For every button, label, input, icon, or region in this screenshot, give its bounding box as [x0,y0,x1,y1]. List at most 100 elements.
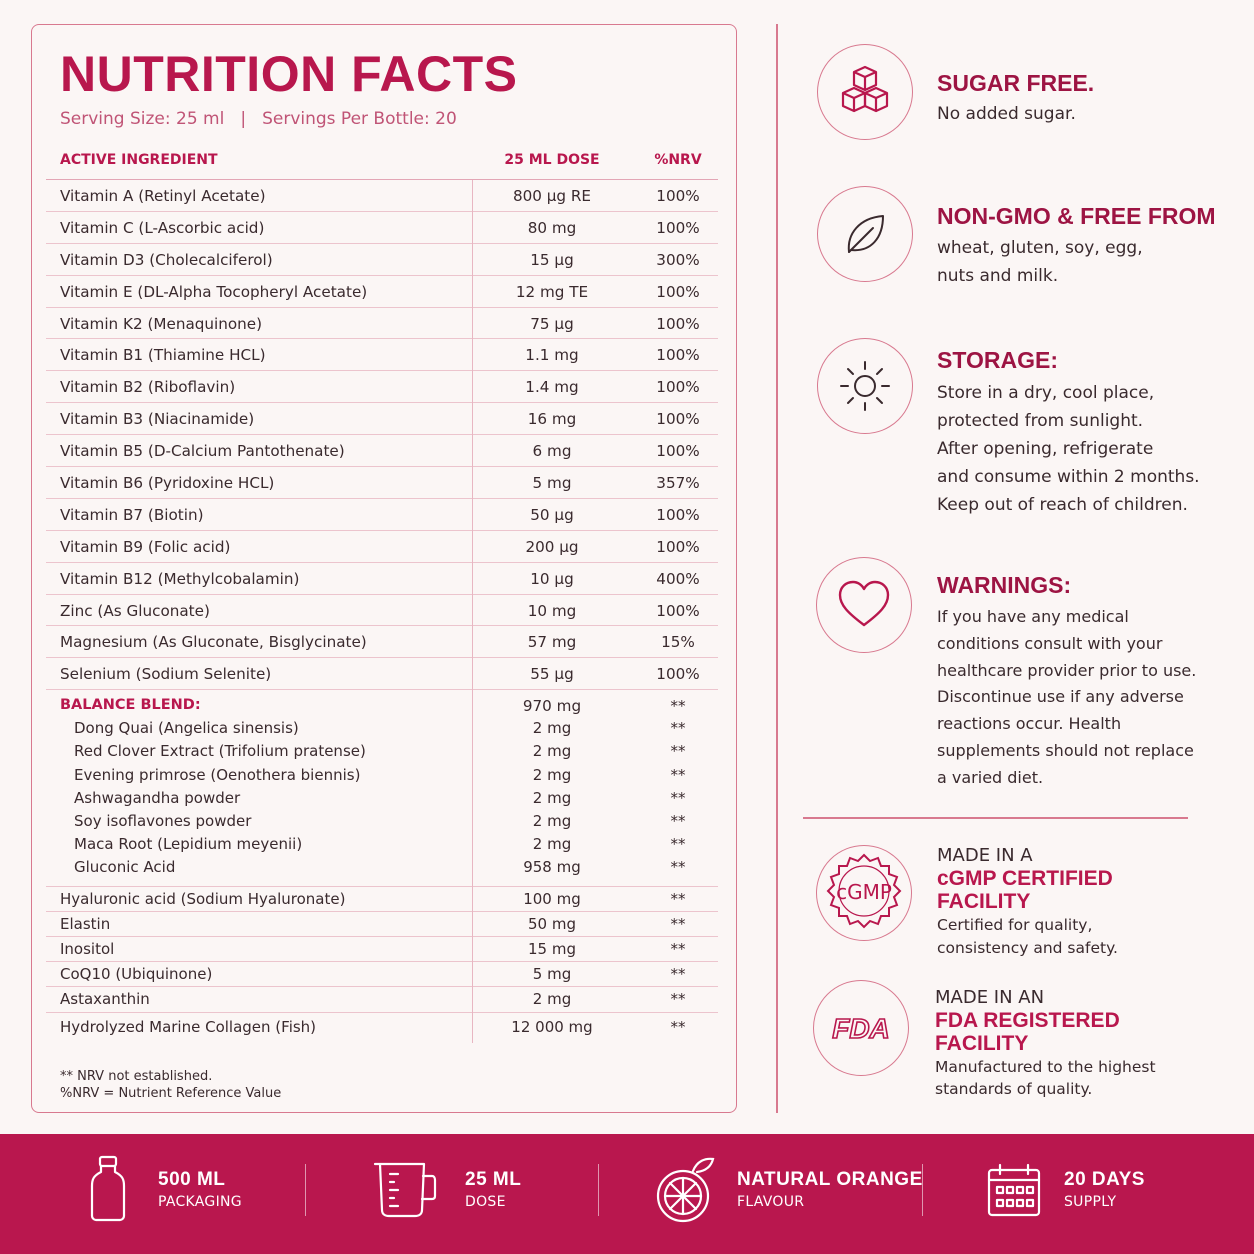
table-row: Hyaluronic acid (Sodium Hyaluronate) 100 … [46,887,718,912]
ingredient-nrv: ** [670,788,686,807]
ingredient-name: Vitamin B6 (Pyridoxine HCL) [60,474,275,493]
ingredient-nrv: 100% [656,282,700,301]
ingredient-name: Hydrolyzed Marine Collagen (Fish) [60,1017,317,1036]
ingredient-nrv: ** [670,1017,686,1036]
storage-text: Store in a dry, cool place, protected fr… [937,379,1200,519]
ingredient-nrv: ** [670,765,686,784]
fda-title-line-2: FACILITY [935,1032,1029,1055]
ingredient-dose: 958 mg [523,858,581,877]
ingredient-name: Vitamin B7 (Biotin) [60,505,204,524]
warnings-line-6: supplements should not replace [937,740,1194,760]
blend-item-row: Maca Root (Lepidium meyenii) 2 mg ** [46,832,718,855]
gmp-title-line-2: FACILITY [937,890,1031,913]
ingredient-dose: 2 mg [532,742,572,761]
ingredient-nrv: 300% [656,250,700,269]
ingredient-nrv: 100% [656,314,700,333]
ingredient-name: Dong Quai (Angelica sinensis) [74,719,299,738]
ingredient-nrv: 357% [656,474,700,493]
ingredient-nrv: 100% [656,601,700,620]
footnote-nrv-not-established: ** NRV not established. [60,1069,213,1084]
dose-title: 25 ML [465,1169,522,1190]
blend-item-row: Evening primrose (Oenothera biennis) 2 mg… [46,763,718,786]
ingredient-nrv: 100% [656,218,700,237]
heart-icon [816,557,912,653]
ingredient-dose: 2 mg [532,835,572,854]
cgmp-badge-text: cGMP [836,880,892,904]
bar-divider [598,1164,599,1216]
ingredient-dose: 1.4 mg [525,378,579,397]
table-row: Astaxanthin 2 mg ** [46,987,718,1013]
ingredient-nrv: 100% [656,537,700,556]
bar-divider [922,1164,923,1216]
ingredient-dose: 57 mg [527,633,577,652]
sugar-free-text: No added sugar. [937,100,1076,128]
ingredient-nrv: 100% [656,187,700,205]
table-row: Vitamin C (L-Ascorbic acid) 80 mg 100% [46,212,718,244]
ingredient-dose: 200 µg [525,537,579,556]
ingredient-name: Vitamin K2 (Menaquinone) [60,314,263,333]
ingredient-nrv: ** [670,742,686,761]
supply-title: 20 DAYS [1064,1169,1145,1190]
fda-title-line-1: FDA REGISTERED [935,1009,1120,1032]
serving-info: Serving Size: 25 ml | Servings Per Bottle:… [60,109,457,129]
ingredient-nrv: 400% [656,569,700,588]
fda-badge-icon: FDA [813,980,909,1076]
ingredient-dose: 50 µg [530,505,574,524]
ingredient-name: Vitamin B5 (D-Calcium Pantothenate) [60,442,345,461]
fda-title: FDA REGISTERED FACILITY [935,1009,1120,1055]
horizontal-divider [803,817,1188,819]
storage-line-5: Keep out of reach of children. [937,495,1188,515]
ingredient-nrv: ** [670,939,686,958]
warnings-text: If you have any medical conditions consu… [937,604,1196,792]
serving-size: Serving Size: 25 ml [60,109,225,129]
table-row: Vitamin B1 (Thiamine HCL) 1.1 mg 100% [46,339,718,372]
ingredient-nrv: 100% [656,505,700,524]
table-row: Vitamin B5 (D-Calcium Pantothenate) 6 mg 1… [46,435,718,468]
warnings-line-2: conditions consult with your [937,633,1163,653]
ingredient-dose: 15 mg [528,939,576,958]
ingredient-name: Vitamin B9 (Folic acid) [60,537,231,556]
ingredient-name: Vitamin B2 (Riboflavin) [60,378,236,397]
warnings-line-1: If you have any medical [937,607,1129,626]
gmp-line-2: consistency and safety. [937,939,1118,957]
flavour-title: NATURAL ORANGE [737,1169,923,1190]
table-row: Elastin 50 mg ** [46,912,718,937]
leaf-icon [817,186,913,282]
warnings-line-4: Discontinue use if any adverse [937,687,1184,707]
ingredient-name: Inositol [60,939,115,958]
calendar-icon [986,1162,1042,1222]
ingredient-name: Zinc (As Gluconate) [60,601,210,620]
table-row: Vitamin A (Retinyl Acetate) 800 µg RE 100% [46,180,718,212]
ingredient-dose: 800 µg RE [512,187,592,205]
non-gmo-line-2: nuts and milk. [937,266,1059,286]
blend-item-row: Red Clover Extract (Trifolium pratense) 2… [46,739,718,762]
ingredient-nrv: ** [670,858,686,877]
ingredient-name: Astaxanthin [60,990,150,1009]
ingredient-name: Vitamin B3 (Niacinamide) [60,410,255,429]
ingredient-name: Evening primrose (Oenothera biennis) [74,765,361,784]
ingredient-dose: 2 mg [532,719,572,738]
table-row: Vitamin B3 (Niacinamide) 16 mg 100% [46,403,718,436]
blend-nrv: ** [670,697,686,716]
table-row: Vitamin B7 (Biotin) 50 µg 100% [46,499,718,531]
ingredient-dose: 2 mg [532,788,572,807]
table-row: Vitamin B9 (Folic acid) 200 µg 100% [46,531,718,563]
nutrition-table: Vitamin A (Retinyl Acetate) 800 µg RE 100%… [46,179,718,1043]
warnings-line-3: healthcare provider prior to use. [937,660,1197,680]
ingredient-name: Hyaluronic acid (Sodium Hyaluronate) [60,889,346,908]
table-row: Vitamin E (DL-Alpha Tocopheryl Acetate) 1… [46,276,718,308]
sun-icon [817,338,913,434]
nutrition-title: NUTRITION FACTS [60,46,518,102]
supply-sub: SUPPLY [1064,1194,1117,1210]
dose-sub: DOSE [465,1194,506,1210]
ingredient-nrv: 100% [656,665,700,684]
ingredient-name: Magnesium (As Gluconate, Bisglycinate) [60,633,367,652]
ingredient-dose: 100 mg [523,889,581,908]
ingredient-nrv: 15% [661,633,695,652]
fda-line-1: Manufactured to the highest [935,1058,1156,1076]
warnings-title: WARNINGS: [937,572,1072,598]
ingredient-dose: 2 mg [532,990,572,1009]
ingredient-name: Vitamin B1 (Thiamine HCL) [60,346,266,365]
ingredient-dose: 55 µg [530,665,574,684]
ingredient-dose: 6 mg [532,442,572,461]
